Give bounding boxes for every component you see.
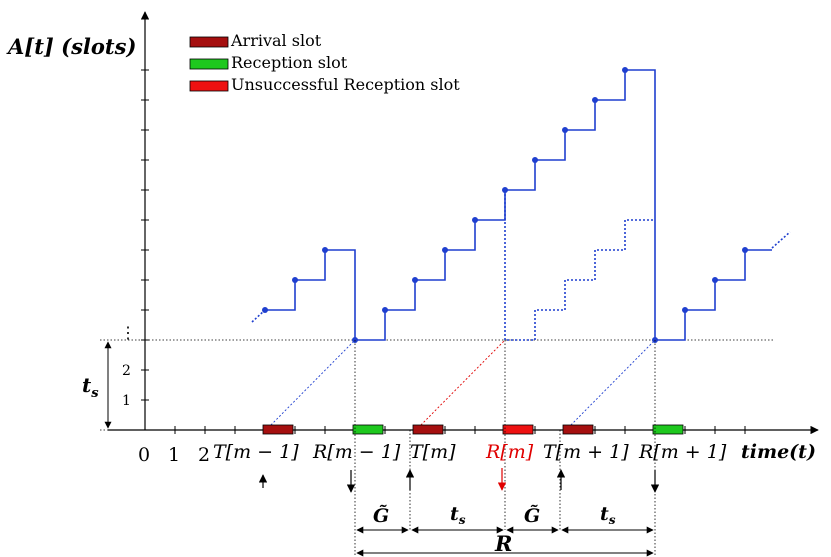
legend: Arrival slot Reception slot Unsuccessful…: [189, 31, 460, 94]
legend-item-unsuccessful: Unsuccessful Reception slot: [189, 75, 460, 94]
curve-dot: [682, 307, 688, 313]
arrival-slot: [262, 424, 294, 435]
legend-label-unsuccessful: Unsuccessful Reception slot: [231, 75, 460, 94]
curve-dot: [562, 127, 568, 133]
reception-slot: [352, 424, 384, 435]
slots: [262, 424, 684, 435]
x-label-R-m-1: R[m − 1]: [312, 441, 401, 463]
axes: [108, 11, 819, 435]
g-label-2: G̃: [524, 505, 540, 527]
y-axis-title: A[t] (slots): [6, 34, 136, 59]
curve-dot: [472, 217, 478, 223]
unsuccessful-reception-slot: [502, 424, 534, 435]
ts-y-label: ts: [82, 373, 99, 401]
legend-item-reception: Reception slot: [189, 53, 348, 72]
legend-label-arrival: Arrival slot: [230, 31, 322, 50]
diagonal-2: [417, 339, 506, 429]
legend-swatch-reception: [189, 58, 229, 70]
curve-segment-1: [265, 69, 772, 341]
x-number-0: 0: [138, 444, 150, 466]
x-label-T-m: T[m]: [410, 441, 456, 463]
curve-unsuccessful-branch: [504, 190, 655, 341]
y-tick-label-2: 2: [122, 363, 131, 379]
interval-labels: G̃ ts G̃ ts R: [373, 503, 616, 556]
x-label-R-m+1: R[m + 1]: [638, 441, 727, 463]
curve-dot: [592, 97, 598, 103]
y-ellipsis: ⋮: [120, 323, 136, 342]
curve-dot: [502, 187, 508, 193]
ts-label-2: ts: [600, 503, 616, 527]
curve-dot: [442, 247, 448, 253]
g-label-1: G̃: [373, 505, 389, 527]
r-label: R: [494, 531, 512, 556]
curve-tail-dotted: [771, 231, 791, 249]
curve-dot: [532, 157, 538, 163]
curve-dot: [382, 307, 388, 313]
x-label-T-m+1: T[m + 1]: [543, 441, 629, 463]
curve-dot: [712, 277, 718, 283]
x-label-R-m: R[m]: [485, 441, 534, 463]
transmission-diagonals: [267, 339, 656, 429]
curve-dot: [622, 67, 628, 73]
diagonal-3: [567, 339, 656, 429]
x-label-T-m-1: T[m − 1]: [213, 441, 299, 463]
arrival-slot: [562, 424, 594, 435]
legend-swatch-unsuccessful: [189, 80, 229, 92]
x-number-1: 1: [168, 444, 180, 466]
y-tick-label-1: 1: [122, 393, 131, 409]
age-curve: [251, 69, 791, 341]
reception-slot: [652, 424, 684, 435]
diagonal-1: [267, 339, 356, 429]
curve-dot: [412, 277, 418, 283]
curve-dots: [262, 67, 748, 343]
curve-dot: [262, 307, 268, 313]
y-axis-labels: A[t] (slots) 1 2 ⋮ ts: [6, 34, 145, 431]
curve-dot: [322, 247, 328, 253]
arrival-slot: [412, 424, 444, 435]
x-axis-labels: 0 1 2 T[m − 1] R[m − 1] T[m] R[m] T[m + …: [138, 441, 816, 466]
x-axis-title: time(t): [741, 441, 816, 463]
legend-item-arrival: Arrival slot: [189, 31, 322, 50]
x-number-2: 2: [198, 444, 210, 466]
curve-dot: [742, 247, 748, 253]
ts-label-1: ts: [450, 503, 466, 527]
event-arrows: [258, 468, 660, 493]
legend-swatch-arrival: [189, 36, 229, 48]
curve-lead-dotted: [251, 309, 266, 323]
legend-label-reception: Reception slot: [231, 53, 348, 72]
interval-brackets: [356, 526, 654, 557]
curve-dot: [292, 277, 298, 283]
